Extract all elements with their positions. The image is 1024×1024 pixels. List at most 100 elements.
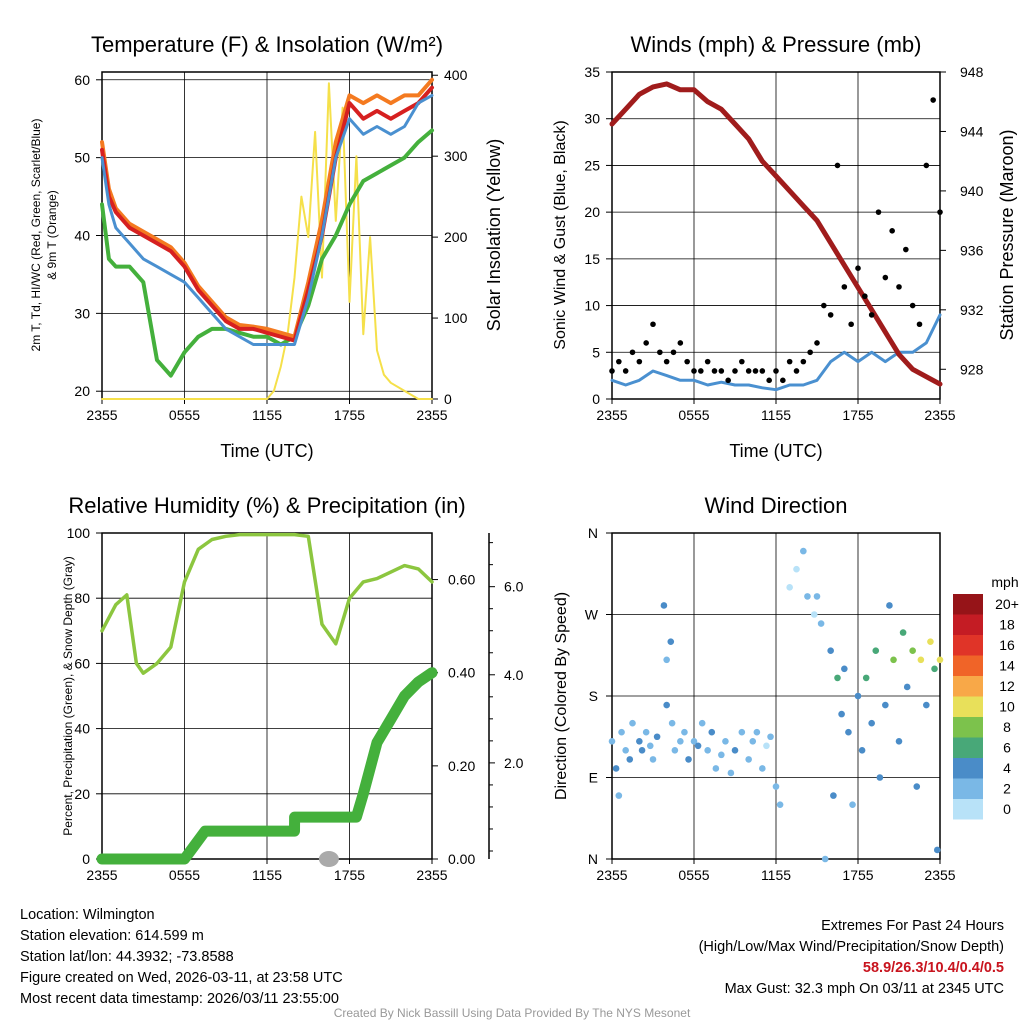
gust-point: [909, 302, 916, 309]
y2-tick-label: 0.40: [448, 665, 475, 681]
gust-point: [670, 349, 677, 356]
x-tick-label: 2355: [86, 407, 117, 423]
extremes-subtitle: (High/Low/Max Wind/Precipitation/Snow De…: [698, 939, 1004, 955]
y-tick-label: N: [588, 525, 598, 541]
colorbar-swatch: [953, 799, 983, 820]
colorbar-label: 8: [1003, 719, 1011, 735]
gust-point: [848, 321, 854, 328]
wind-direction-point: [841, 665, 848, 673]
gust-point: [868, 312, 875, 318]
wind-direction-point: [638, 747, 646, 754]
gust-point: [698, 368, 704, 374]
wind-direction-point: [712, 765, 720, 772]
y2-tick-label: 0.20: [448, 758, 475, 774]
y-tick-label: 5: [592, 344, 600, 360]
colorbar-label: 14: [999, 658, 1015, 674]
wind-direction-point: [854, 692, 862, 700]
wind-direction-point: [827, 647, 834, 655]
gust-point: [821, 302, 827, 309]
gust-point: [759, 368, 766, 374]
humidity-chart-title: Relative Humidity (%) & Precipitation (i…: [68, 493, 465, 518]
x-tick-label: 2355: [86, 867, 117, 883]
wind-direction-point: [636, 737, 643, 745]
temperature-9m-line: [100, 77, 434, 339]
temperature-2m-line: [100, 85, 434, 343]
wind-direction-point: [685, 756, 692, 763]
wind-direction-point: [653, 733, 661, 741]
wind-direction-point: [772, 783, 780, 790]
precipitation-line: [96, 667, 438, 865]
recent-text: Most recent data timestamp: 2026/03/11 2…: [20, 991, 339, 1007]
wind-direction-point: [698, 719, 706, 727]
y-tick-label: 20: [74, 383, 90, 399]
y-tick-label: 50: [74, 150, 90, 166]
colorbar-swatch: [953, 737, 983, 758]
gust-point: [834, 162, 841, 169]
colorbar-label: 12: [999, 678, 1015, 694]
wind-direction-point: [649, 756, 657, 763]
x-tick-label: 0555: [678, 407, 709, 423]
gust-point: [718, 368, 725, 374]
wind-direction-point: [759, 765, 766, 772]
wind-direction-point: [622, 747, 629, 754]
y-tick-label: 35: [584, 64, 600, 80]
y-tick-label: 60: [74, 655, 90, 671]
x-tick-label: 2355: [924, 407, 955, 423]
x-tick-label: 2355: [924, 867, 955, 883]
y3-tick-label: 4.0: [504, 667, 524, 683]
y2-axis-label: Station Pressure (Maroon): [997, 129, 1017, 340]
wind-direction-point: [931, 665, 938, 673]
wind-direction-point: [903, 683, 911, 691]
colorbar-swatch: [953, 778, 983, 799]
gust-point: [923, 162, 930, 169]
gust-point: [889, 228, 895, 234]
wind-direction-chart-title: Wind Direction: [704, 493, 847, 518]
wind-direction-point: [749, 737, 757, 745]
x-axis-label: Time (UTC): [729, 441, 822, 461]
gust-point: [841, 284, 848, 290]
y-tick-label: 30: [74, 305, 90, 321]
gust-point: [937, 209, 943, 215]
wind-direction-point: [862, 674, 870, 682]
x-tick-label: 1755: [842, 407, 873, 423]
latlon-text: Station lat/lon: 44.3932; -73.8588: [20, 949, 234, 965]
wind-direction-point: [694, 742, 702, 750]
y-axis-label: Sonic Wind & Gust (Blue, Black): [552, 120, 569, 349]
gust-point: [643, 340, 649, 346]
wind-direction-point: [923, 701, 930, 709]
x-tick-label: 2355: [416, 867, 447, 883]
wind-direction-point: [663, 656, 670, 664]
gust-point: [677, 340, 684, 346]
y-tick-label: 20: [584, 204, 600, 220]
gust-point: [916, 321, 923, 328]
y-tick-label: 100: [67, 525, 91, 541]
station-info: Location: Wilmington Station elevation: …: [20, 905, 343, 1010]
gust-point: [896, 284, 902, 290]
y2-tick-label: 936: [960, 242, 984, 258]
wind-direction-point: [786, 584, 793, 591]
gust-point: [752, 368, 759, 374]
colorbar-swatch: [953, 594, 983, 615]
y-tick-label: 60: [74, 72, 90, 88]
wind-direction-point: [718, 751, 725, 759]
gust-point: [855, 265, 861, 272]
wind-direction-point: [886, 602, 893, 609]
y2-tick-label: 940: [960, 183, 984, 199]
y2-tick-label: 944: [960, 123, 984, 139]
wind-direction-point: [722, 737, 729, 745]
wind-direction-point: [690, 737, 698, 745]
wind-direction-point: [804, 593, 811, 600]
location-text: Location: Wilmington: [20, 907, 155, 923]
wind-direction-point: [858, 747, 866, 754]
y-tick-label: 0: [592, 391, 600, 407]
colorbar-label: 18: [999, 617, 1015, 633]
wind-direction-point: [917, 656, 925, 664]
y-tick-label: 20: [74, 786, 90, 802]
wind-direction-point: [909, 647, 916, 655]
y2-tick-label: 100: [444, 310, 468, 326]
y-axis-label: Direction (Colored By Speed): [553, 592, 570, 800]
y2-tick-label: 0.00: [448, 851, 475, 867]
y-tick-label: 25: [584, 157, 600, 173]
wind-direction-point: [821, 855, 829, 863]
wind-direction-point: [882, 701, 889, 709]
